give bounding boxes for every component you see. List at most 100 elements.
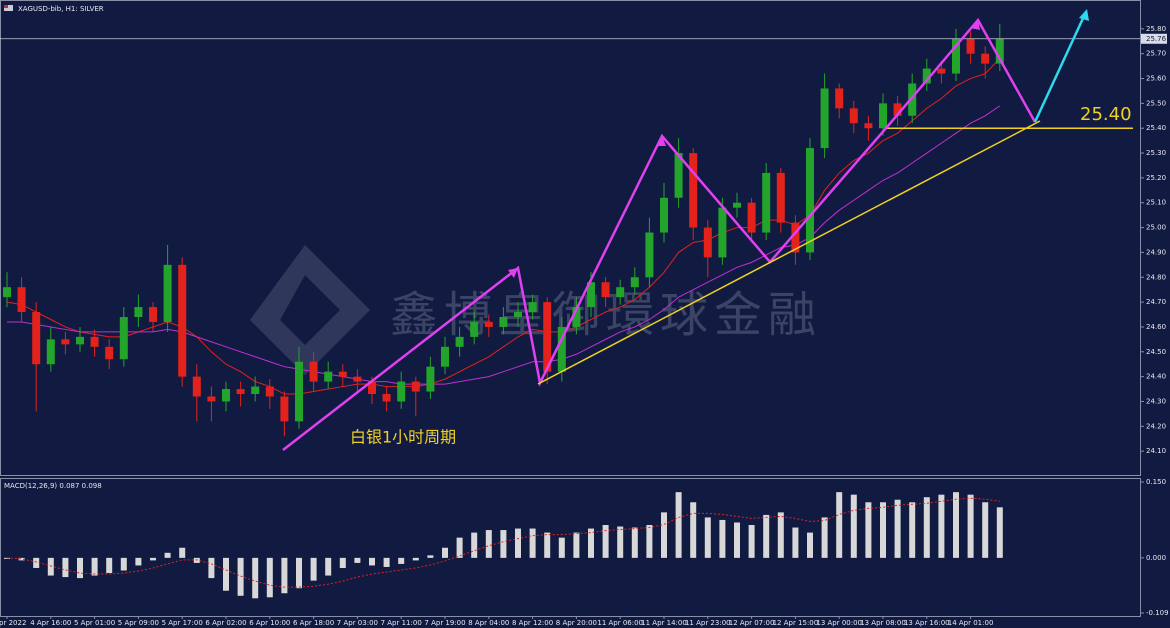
candle-body <box>733 202 741 208</box>
candle-body <box>338 371 347 377</box>
y-tick-label: 25.50 <box>1146 99 1166 107</box>
macd-bar <box>661 512 667 558</box>
x-tick-label: 6 Apr 10:00 <box>249 619 290 627</box>
candle-body <box>893 103 902 116</box>
macd-bar <box>442 547 448 558</box>
candle-body <box>937 68 946 74</box>
macd-bar <box>150 557 156 561</box>
candle-body <box>178 264 187 377</box>
macd-bar <box>792 527 799 558</box>
y-tick-label: -0.109 <box>1146 609 1169 617</box>
candle-body <box>251 386 260 395</box>
y-tick-label: 25.80 <box>1146 25 1166 33</box>
x-tick-label: 14 Apr 01:00 <box>948 619 994 627</box>
x-tick-label: 7 Apr 11:00 <box>381 619 422 627</box>
macd-bar <box>588 528 594 558</box>
candle-body <box>528 302 537 313</box>
y-tick-label: 24.60 <box>1146 323 1166 331</box>
y-tick-label: 24.90 <box>1146 248 1166 256</box>
macd-panel-frame <box>0 478 1141 617</box>
macd-bar <box>953 492 959 558</box>
x-tick-label: 5 Apr 17:00 <box>162 619 203 627</box>
macd-bar <box>690 502 697 558</box>
projection-arrow <box>1033 13 1087 123</box>
trend-line <box>537 120 1041 385</box>
macd-bar <box>354 557 361 563</box>
macd-bar <box>18 557 25 561</box>
candle-body <box>17 287 26 313</box>
macd-bar <box>237 557 244 596</box>
candle-body <box>46 339 55 365</box>
y-tick-label: 24.80 <box>1146 273 1166 281</box>
candle-body <box>674 153 683 198</box>
candle-body <box>441 346 449 367</box>
macd-bar <box>456 537 463 558</box>
level-label: 25.40 <box>1080 104 1132 125</box>
candle-body <box>324 371 333 382</box>
y-tick-label: 24.40 <box>1146 373 1166 381</box>
candle-body <box>61 339 70 345</box>
candle-body <box>426 366 435 392</box>
macd-bar <box>996 507 1003 558</box>
macd-bar <box>339 557 346 568</box>
candle-body <box>587 282 595 308</box>
x-tick-label: 8 Apr 04:00 <box>468 619 509 627</box>
candle-body <box>163 264 172 322</box>
y-tick-label: 24.50 <box>1146 348 1166 356</box>
macd-bar <box>135 557 142 566</box>
x-tick-label: 5 Apr 01:00 <box>74 619 115 627</box>
candle-body <box>455 336 464 347</box>
candle-body <box>295 361 303 422</box>
arrow-head <box>508 268 518 278</box>
macd-bar <box>836 492 843 558</box>
logo-shape <box>250 245 370 375</box>
y-tick-label: 24.30 <box>1146 397 1166 405</box>
candle-body <box>484 321 493 327</box>
macd-bar <box>544 532 551 558</box>
macd-bar <box>383 557 390 567</box>
candle-body <box>192 376 201 397</box>
candle-body <box>572 307 581 327</box>
candle-body <box>849 108 858 124</box>
macd-bar <box>179 547 186 558</box>
current-price-box <box>1141 33 1167 44</box>
candle-body <box>236 389 245 395</box>
candle-body <box>601 282 610 298</box>
signal-line <box>6 497 1000 588</box>
candle-body <box>265 386 274 397</box>
candle-body <box>791 222 800 253</box>
macd-bar <box>77 557 83 579</box>
macd-bar <box>252 557 259 599</box>
macd-bar <box>602 525 609 558</box>
candle-body <box>397 381 406 402</box>
x-tick-label: 8 Apr 20:00 <box>556 619 597 627</box>
macd-bar <box>631 527 638 558</box>
macd-title: MACD(12,26,9) 0.087 0.098 <box>4 482 102 490</box>
candle-body <box>762 172 771 233</box>
candle-body <box>557 326 566 372</box>
macd-bar <box>223 557 229 591</box>
y-tick-label: 25.40 <box>1146 124 1166 132</box>
current-price-label: 25.76 <box>1146 35 1167 43</box>
candle-body <box>76 336 84 345</box>
candle-body <box>353 376 362 382</box>
macd-bar <box>266 557 273 598</box>
x-tick-label: 7 Apr 19:00 <box>424 619 465 627</box>
y-tick-label: 25.30 <box>1146 149 1166 157</box>
x-tick-label: 11 Apr 14:00 <box>641 619 687 627</box>
candle-body <box>280 396 289 422</box>
macd-bar <box>982 502 989 558</box>
macd-bar <box>164 552 171 558</box>
candle-body <box>616 287 625 298</box>
macd-bar <box>208 557 215 579</box>
candle-body <box>514 312 522 318</box>
macd-bar <box>617 526 624 558</box>
macd-bar <box>558 537 565 558</box>
symbol-label: XAGUSD-bib, H1: SILVER <box>18 5 104 13</box>
macd-bar <box>734 522 740 558</box>
macd-bar <box>763 514 770 558</box>
candle-body <box>32 312 41 365</box>
x-tick-label: 12 Apr 15:00 <box>773 619 819 627</box>
x-tick-label: 11 Apr 06:00 <box>597 619 643 627</box>
arrow-head <box>970 20 980 30</box>
